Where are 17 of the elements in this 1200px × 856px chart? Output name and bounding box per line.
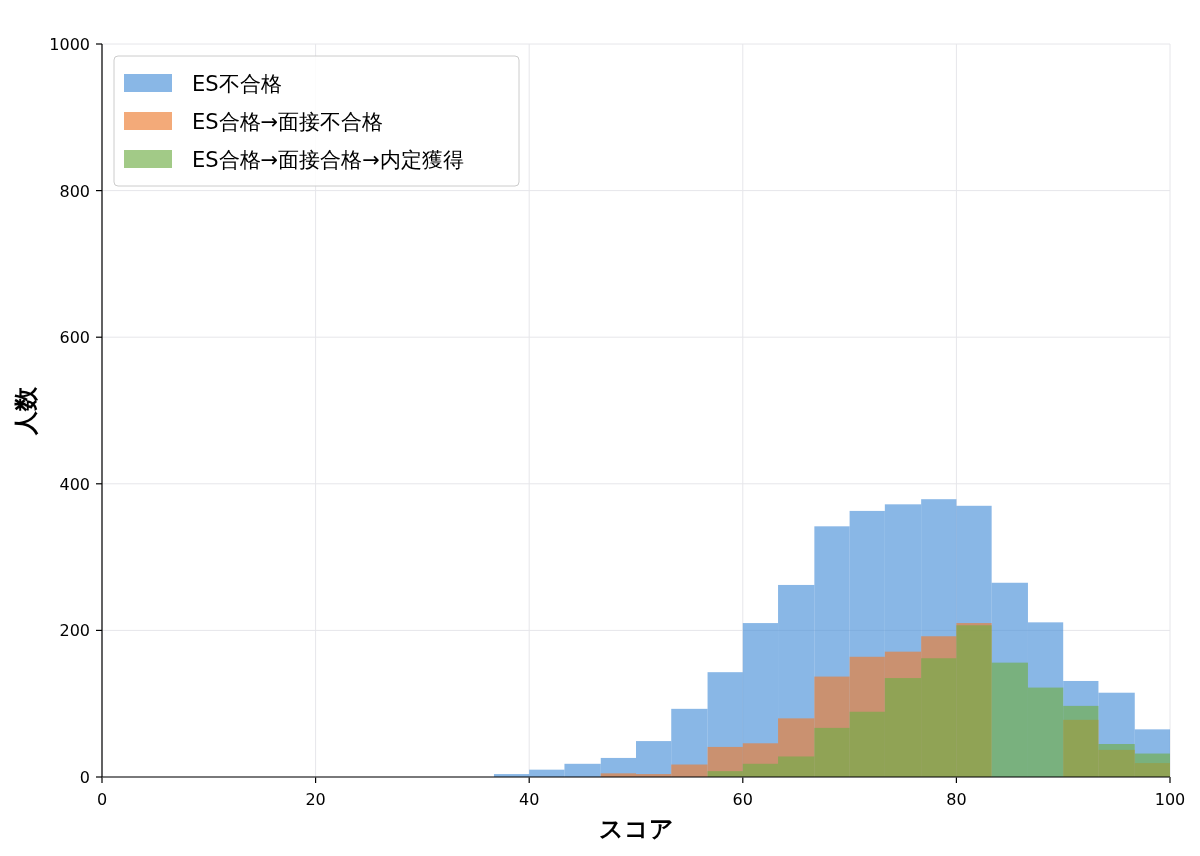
y-tick-label: 400 xyxy=(59,474,90,494)
legend-label: ES合格→面接合格→内定獲得 xyxy=(192,148,464,172)
legend-label: ES不合格 xyxy=(192,72,282,96)
x-tick-label: 0 xyxy=(96,790,108,809)
y-tick-label: 1000 xyxy=(49,35,90,54)
y-tick-label: 0 xyxy=(79,768,90,787)
y-axis-title: 人数 xyxy=(12,385,40,436)
x-axis-title: スコア xyxy=(598,815,674,843)
legend-label: ES合格→面接不合格 xyxy=(192,110,384,134)
y-tick-label: 200 xyxy=(59,621,90,641)
x-tick-label: 20 xyxy=(305,790,326,809)
x-tick-label: 40 xyxy=(519,790,540,809)
x-tick-label: 60 xyxy=(732,790,753,809)
y-tick-label: 800 xyxy=(59,181,90,201)
y-tick-label: 600 xyxy=(59,328,90,348)
x-tick-label: 80 xyxy=(946,790,967,809)
x-tick-label: 100 xyxy=(1154,790,1186,809)
